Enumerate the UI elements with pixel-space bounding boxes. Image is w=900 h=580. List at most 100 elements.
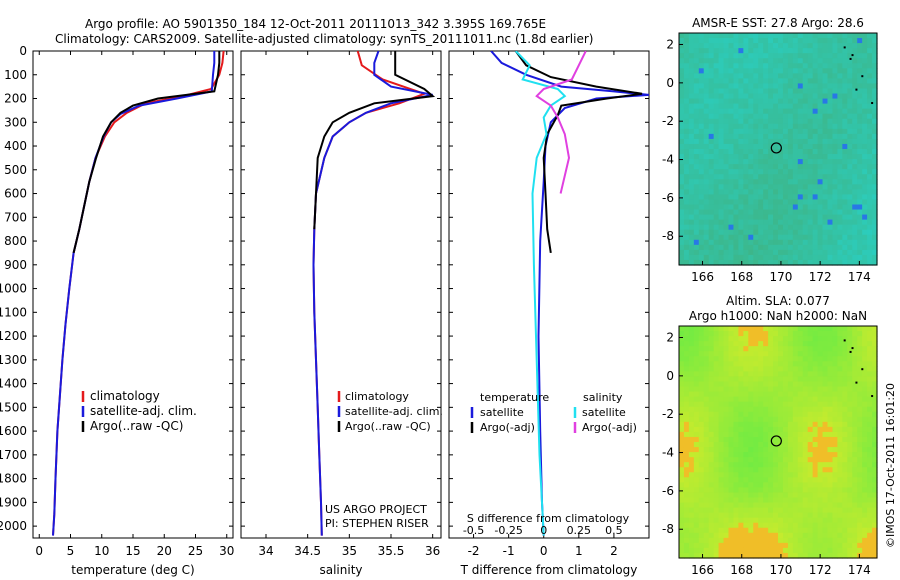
- sst-map-cells: [679, 33, 878, 266]
- difference-series-group: [490, 51, 649, 536]
- island-speck: [871, 102, 874, 105]
- project-annotation: US ARGO PROJECT: [325, 503, 427, 516]
- legend-label: satellite-adj. clim.: [345, 405, 443, 418]
- pi-annotation: PI: STEPHEN RISER: [325, 517, 429, 530]
- sst-map-xtick-label: 168: [730, 270, 753, 284]
- sst-map-ytick-label: -8: [662, 229, 674, 243]
- sst-map-ytick-label: -6: [662, 191, 674, 205]
- depth-tick-label: 1200: [0, 329, 27, 343]
- legend-label: Argo(-adj): [480, 421, 535, 434]
- difference-panel: -2 -1 0 1 2 T difference from climatology -0.5…: [448, 50, 650, 577]
- difference-xtick-label: 0: [540, 544, 548, 558]
- salinity-frame: [240, 50, 442, 539]
- argo-position-marker: [770, 435, 782, 447]
- island-speck: [871, 395, 874, 398]
- sla-map-ytick-label: 0: [666, 369, 674, 383]
- depth-tick-label: 1400: [0, 377, 27, 391]
- depth-tick-label: 1700: [0, 448, 27, 462]
- salinity-xlabel: salinity: [319, 563, 362, 577]
- difference-frame: [448, 50, 650, 539]
- depth-tick-label: 1000: [0, 282, 27, 296]
- sla-map-frame: [678, 325, 878, 559]
- legend-title-temperature: temperature: [480, 391, 549, 404]
- depth-tick-label: 1100: [0, 305, 27, 319]
- island-speck: [849, 57, 852, 60]
- temperature-xtick-label: 30: [219, 544, 234, 558]
- series-climatology: [312, 51, 428, 536]
- sla-map-xtick-label: 166: [691, 563, 714, 577]
- sla-map-title-0: Altim. SLA: 0.077: [726, 294, 830, 308]
- depth-tick-label: 100: [4, 68, 27, 82]
- legend-label: climatology: [90, 389, 160, 403]
- depth-tick-label: 300: [4, 115, 27, 129]
- sst-map-title-0: AMSR-E SST: 27.8 Argo: 28.6: [692, 16, 864, 30]
- header-line2: Climatology: CARS2009. Satellite-adjuste…: [55, 32, 593, 46]
- sla-map-cells: [679, 326, 878, 559]
- sla-map-ytick-label: -8: [662, 522, 674, 536]
- legend-title-salinity: salinity: [583, 391, 623, 404]
- temperature-panel: 0100200300400500600700800900100011001200…: [0, 44, 234, 577]
- sla-map-panel: 166 168 170 172 174 2 0 -2 -4 -6 -8 Altim. SLA: 0.0…: [662, 294, 878, 577]
- sst-map-ytick-label: -2: [662, 114, 674, 128]
- legend-label: satellite-adj. clim.: [90, 404, 197, 418]
- sla-map-xtick-label: 170: [769, 563, 792, 577]
- salinity-xtick-label: 35: [342, 544, 357, 558]
- island-speck: [851, 54, 854, 57]
- legend-label: Argo(..raw -QC): [345, 420, 431, 433]
- salinity-xtick-label: 34.5: [294, 544, 321, 558]
- depth-tick-label: 700: [4, 210, 27, 224]
- depth-tick-label: 600: [4, 187, 27, 201]
- depth-tick-label: 2000: [0, 519, 27, 533]
- salinity-xtick-label: 35.5: [378, 544, 405, 558]
- temperature-xtick-label: 15: [125, 544, 140, 558]
- s-tick-label: 0.5: [605, 524, 623, 537]
- salinity-xtick-label: 36: [425, 544, 440, 558]
- depth-tick-label: 0: [19, 44, 27, 58]
- temperature-xlabel: temperature (deg C): [71, 563, 194, 577]
- legend-label: satellite: [480, 406, 524, 419]
- series-climatology: [52, 51, 225, 536]
- depth-tick-label: 1600: [0, 424, 27, 438]
- island-speck: [855, 381, 858, 384]
- depth-tick-label: 200: [4, 92, 27, 106]
- island-speck: [861, 368, 864, 371]
- sla-map-xtick-label: 168: [730, 563, 753, 577]
- sla-map-xtick-label: 172: [809, 563, 832, 577]
- difference-xtick-label: 1: [575, 544, 583, 558]
- difference-xtick-label: 2: [610, 544, 618, 558]
- sla-map-ytick-label: -2: [662, 407, 674, 421]
- island-speck: [855, 88, 858, 91]
- sst-map-frame: [678, 32, 878, 266]
- temperature-frame: [32, 50, 234, 539]
- sla-map-xtick-label: 174: [848, 563, 871, 577]
- sla-map-ytick-label: 2: [666, 331, 674, 345]
- sst-map-panel: 166 168 170 172 174 2 0 -2 -4 -6 -8 AMSR-E SST: 27.…: [662, 16, 878, 284]
- difference-xtick-label: -1: [503, 544, 515, 558]
- temperature-xtick-label: 25: [188, 544, 203, 558]
- depth-tick-label: 1500: [0, 400, 27, 414]
- difference-xlabel: T difference from climatology: [460, 563, 638, 577]
- temperature-xtick-label: 5: [67, 544, 75, 558]
- sst-map-ytick-label: 0: [666, 76, 674, 90]
- sst-map-xtick-label: 174: [848, 270, 871, 284]
- depth-tick-label: 400: [4, 139, 27, 153]
- depth-tick-label: 900: [4, 258, 27, 272]
- salinity-series-group: [312, 51, 436, 536]
- difference-xtick-label: -2: [468, 544, 480, 558]
- island-speck: [849, 350, 852, 353]
- imos-watermark: ©IMOS 17-Oct-2011 16:01:20: [884, 383, 897, 548]
- sla-map-title-1: Argo h1000: NaN h2000: NaN: [689, 309, 867, 323]
- series-temperature-satellite: [490, 51, 649, 536]
- salinity-xtick-label: 34: [258, 544, 273, 558]
- legend-label: climatology: [345, 390, 409, 403]
- temperature-xtick-label: 20: [157, 544, 172, 558]
- sst-map-xtick-label: 172: [809, 270, 832, 284]
- depth-tick-label: 1900: [0, 495, 27, 509]
- depth-tick-label: 1300: [0, 353, 27, 367]
- sst-map-ytick-label: -4: [662, 153, 674, 167]
- legend-label: satellite: [582, 406, 626, 419]
- sst-map-xtick-label: 170: [769, 270, 792, 284]
- series-argo-raw-qc-: [72, 51, 221, 254]
- s-tick-label: -0.25: [494, 524, 522, 537]
